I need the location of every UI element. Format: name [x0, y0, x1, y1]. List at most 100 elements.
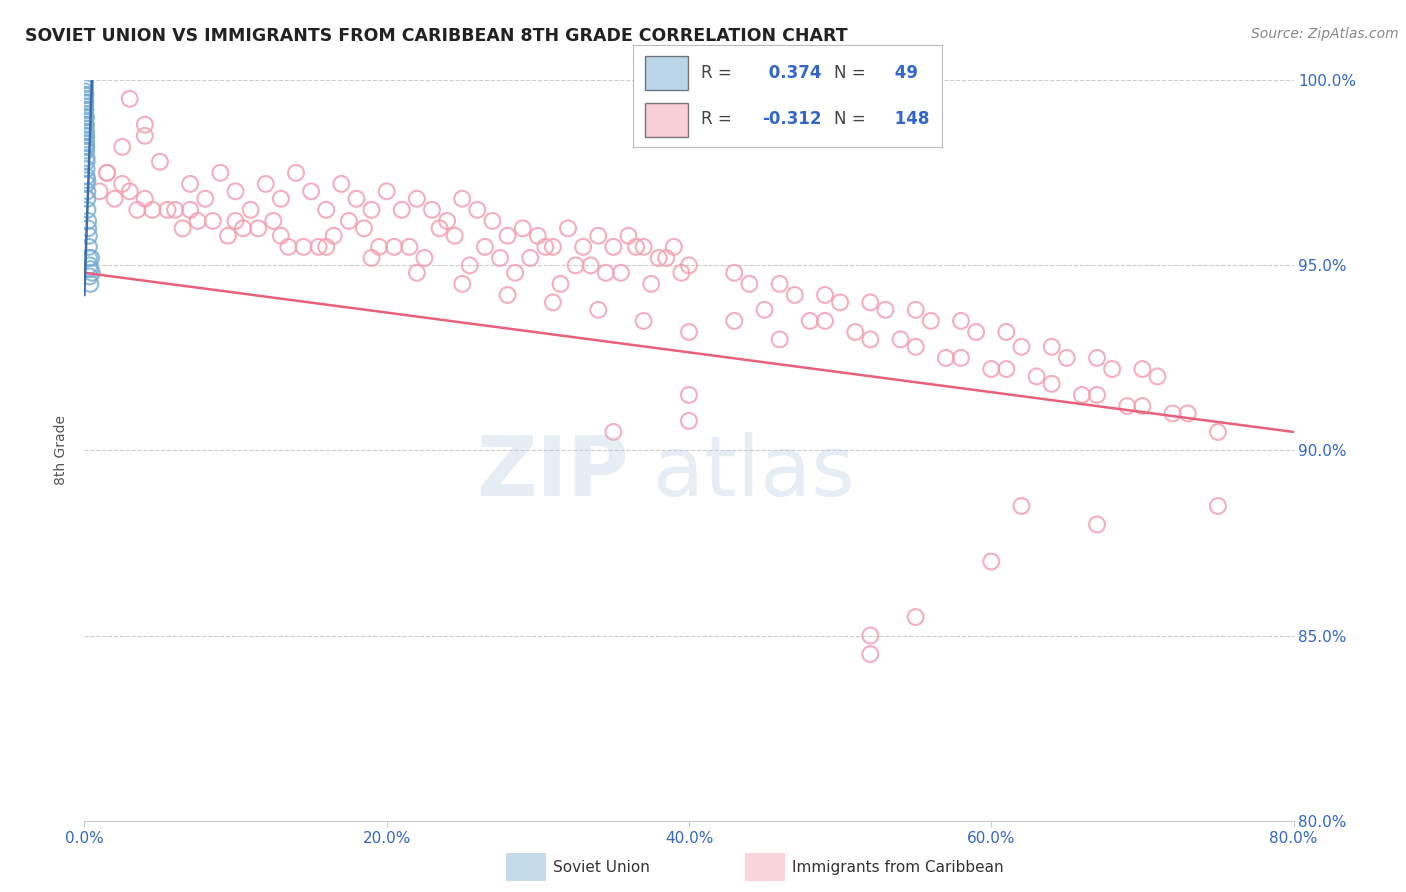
Point [1071, 388, 1094, 402]
Text: SOVIET UNION VS IMMIGRANTS FROM CARIBBEAN 8TH GRADE CORRELATION CHART: SOVIET UNION VS IMMIGRANTS FROM CARIBBEA… [25, 27, 848, 45]
Point [75, 140, 97, 154]
Point [671, 266, 693, 280]
Point [527, 228, 550, 243]
FancyBboxPatch shape [645, 56, 689, 90]
Point [75, 84, 97, 98]
Point [232, 221, 254, 235]
Point [481, 214, 503, 228]
Point [1146, 369, 1168, 384]
Point [648, 251, 671, 265]
Point [890, 332, 912, 346]
Point [239, 202, 262, 217]
Point [225, 184, 247, 198]
Point [75, 128, 97, 143]
Point [75, 80, 97, 95]
Point [76, 173, 98, 187]
Point [769, 332, 792, 346]
Point [965, 325, 987, 339]
Point [134, 192, 156, 206]
Point [277, 240, 299, 254]
Point [76, 184, 98, 198]
Point [172, 221, 194, 235]
Point [1132, 399, 1154, 413]
Point [225, 214, 247, 228]
Point [769, 277, 792, 291]
Point [564, 258, 586, 272]
Point [368, 240, 391, 254]
Point [1011, 340, 1033, 354]
Point [134, 128, 156, 143]
Point [201, 214, 224, 228]
Point [519, 251, 541, 265]
Point [398, 240, 420, 254]
Point [624, 240, 647, 254]
Point [678, 325, 700, 339]
Point [75, 95, 97, 110]
Point [1085, 517, 1108, 532]
Point [76, 177, 98, 191]
Point [382, 240, 405, 254]
Point [920, 314, 942, 328]
Text: atlas: atlas [652, 432, 855, 513]
Point [77, 240, 100, 254]
Point [602, 240, 624, 254]
Point [75, 118, 97, 132]
Point [633, 314, 655, 328]
Point [79, 269, 101, 284]
Point [1085, 388, 1108, 402]
Point [859, 628, 882, 642]
Point [111, 140, 134, 154]
Point [467, 202, 489, 217]
Point [723, 266, 745, 280]
Point [550, 277, 572, 291]
Point [754, 302, 776, 317]
Point [187, 214, 209, 228]
Point [77, 251, 100, 265]
Point [1056, 351, 1078, 365]
Point [89, 184, 111, 198]
Point [360, 251, 382, 265]
Point [127, 202, 149, 217]
Point [935, 351, 957, 365]
Point [75, 88, 97, 103]
Point [217, 228, 239, 243]
Point [1177, 407, 1199, 421]
Point [156, 202, 179, 217]
Point [420, 202, 443, 217]
Point [723, 314, 745, 328]
Point [541, 295, 564, 310]
Point [474, 240, 496, 254]
Point [503, 266, 526, 280]
Point [75, 99, 97, 113]
Point [738, 277, 761, 291]
Point [904, 302, 927, 317]
Point [75, 118, 97, 132]
Point [451, 277, 474, 291]
Point [391, 202, 413, 217]
Point [80, 266, 103, 280]
Point [572, 240, 595, 254]
Point [75, 95, 97, 110]
Point [617, 228, 640, 243]
Text: 49: 49 [890, 64, 918, 82]
Text: Immigrants from Caribbean: Immigrants from Caribbean [792, 861, 1004, 875]
Point [844, 325, 866, 339]
Point [950, 351, 973, 365]
Point [111, 177, 134, 191]
Point [104, 192, 127, 206]
Point [75, 144, 97, 158]
Point [512, 221, 534, 235]
Point [247, 221, 270, 235]
Point [75, 110, 97, 124]
Point [489, 251, 512, 265]
Point [1101, 362, 1123, 376]
Point [77, 228, 100, 243]
Point [79, 277, 101, 291]
Point [270, 192, 292, 206]
Point [443, 228, 465, 243]
Point [655, 251, 678, 265]
Point [80, 251, 103, 265]
Point [299, 184, 322, 198]
Point [1206, 499, 1229, 513]
Point [75, 106, 97, 120]
